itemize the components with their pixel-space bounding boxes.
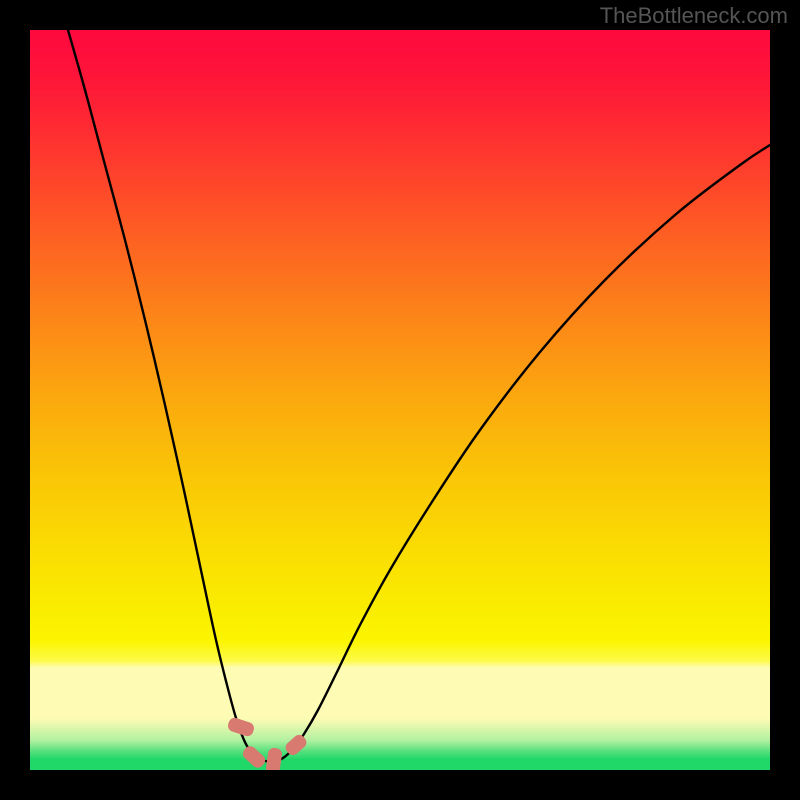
curve-marker [265, 747, 282, 770]
curve-marker [240, 744, 267, 770]
curve-path [68, 30, 770, 761]
bottleneck-curve [30, 30, 770, 770]
watermark-text: TheBottleneck.com [600, 3, 788, 29]
plot-area [30, 30, 770, 770]
